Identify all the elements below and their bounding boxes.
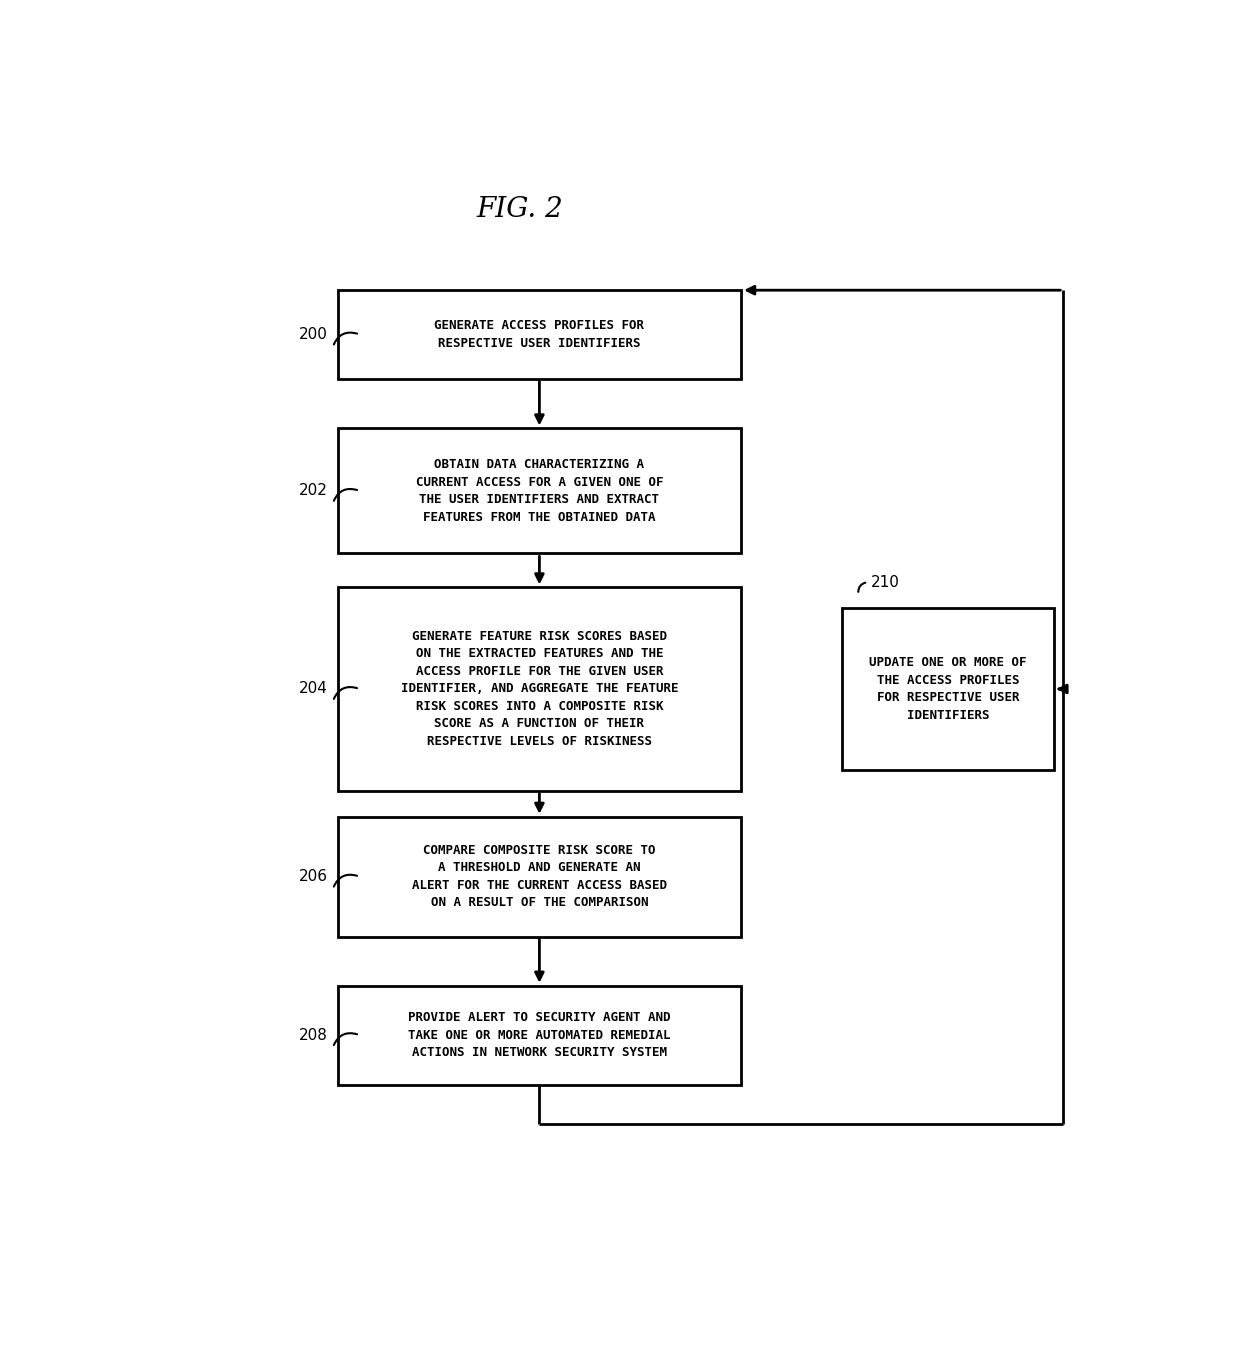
- Text: 200: 200: [299, 328, 327, 343]
- Bar: [337, 816, 742, 937]
- Bar: [842, 608, 1054, 770]
- Text: UPDATE ONE OR MORE OF
THE ACCESS PROFILES
FOR RESPECTIVE USER
IDENTIFIERS: UPDATE ONE OR MORE OF THE ACCESS PROFILE…: [869, 657, 1027, 722]
- Bar: [337, 588, 742, 791]
- Text: COMPARE COMPOSITE RISK SCORE TO
A THRESHOLD AND GENERATE AN
ALERT FOR THE CURREN: COMPARE COMPOSITE RISK SCORE TO A THRESH…: [412, 844, 667, 910]
- Text: PROVIDE ALERT TO SECURITY AGENT AND
TAKE ONE OR MORE AUTOMATED REMEDIAL
ACTIONS : PROVIDE ALERT TO SECURITY AGENT AND TAKE…: [408, 1011, 671, 1059]
- Text: 204: 204: [299, 681, 327, 696]
- Text: FIG. 2: FIG. 2: [477, 196, 563, 223]
- Text: 210: 210: [870, 574, 900, 589]
- Bar: [337, 428, 742, 554]
- Bar: [337, 290, 742, 379]
- Bar: [337, 986, 742, 1085]
- Text: OBTAIN DATA CHARACTERIZING A
CURRENT ACCESS FOR A GIVEN ONE OF
THE USER IDENTIFI: OBTAIN DATA CHARACTERIZING A CURRENT ACC…: [415, 458, 663, 524]
- Text: GENERATE ACCESS PROFILES FOR
RESPECTIVE USER IDENTIFIERS: GENERATE ACCESS PROFILES FOR RESPECTIVE …: [434, 320, 645, 349]
- Text: 206: 206: [299, 869, 327, 884]
- Text: 202: 202: [299, 483, 327, 498]
- Text: 208: 208: [299, 1028, 327, 1043]
- Text: GENERATE FEATURE RISK SCORES BASED
ON THE EXTRACTED FEATURES AND THE
ACCESS PROF: GENERATE FEATURE RISK SCORES BASED ON TH…: [401, 630, 678, 747]
